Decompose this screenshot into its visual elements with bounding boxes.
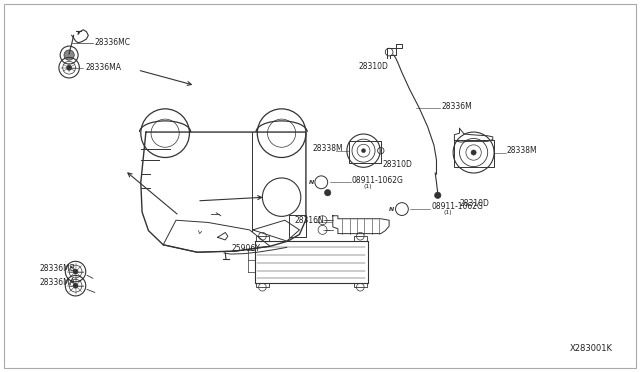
Circle shape: [64, 50, 74, 60]
Text: 28338M: 28338M: [507, 146, 538, 155]
Text: 25906Y: 25906Y: [232, 244, 260, 253]
Circle shape: [73, 283, 78, 288]
Circle shape: [471, 150, 476, 155]
Circle shape: [362, 149, 365, 153]
Text: 28310D: 28310D: [383, 160, 413, 169]
Circle shape: [435, 192, 441, 199]
Circle shape: [67, 65, 72, 70]
Text: 28336MB: 28336MB: [40, 264, 76, 273]
Text: 08911-1062G: 08911-1062G: [432, 202, 484, 211]
Text: 28336MA: 28336MA: [40, 278, 76, 287]
Text: 28338M: 28338M: [312, 144, 343, 153]
Text: N: N: [389, 206, 394, 212]
Text: 28310D: 28310D: [460, 199, 490, 208]
Text: 28336MC: 28336MC: [95, 38, 131, 47]
Text: 08911-1062G: 08911-1062G: [352, 176, 404, 185]
Text: (1): (1): [444, 210, 452, 215]
Text: (1): (1): [364, 184, 372, 189]
Text: N: N: [308, 180, 314, 185]
Text: 28336M: 28336M: [442, 102, 472, 110]
Text: 28310D: 28310D: [358, 62, 388, 71]
Text: 28336MA: 28336MA: [85, 63, 121, 72]
Circle shape: [324, 189, 331, 196]
Text: X283001K: X283001K: [570, 344, 613, 353]
Text: 28316N: 28316N: [294, 216, 324, 225]
Circle shape: [73, 269, 78, 274]
